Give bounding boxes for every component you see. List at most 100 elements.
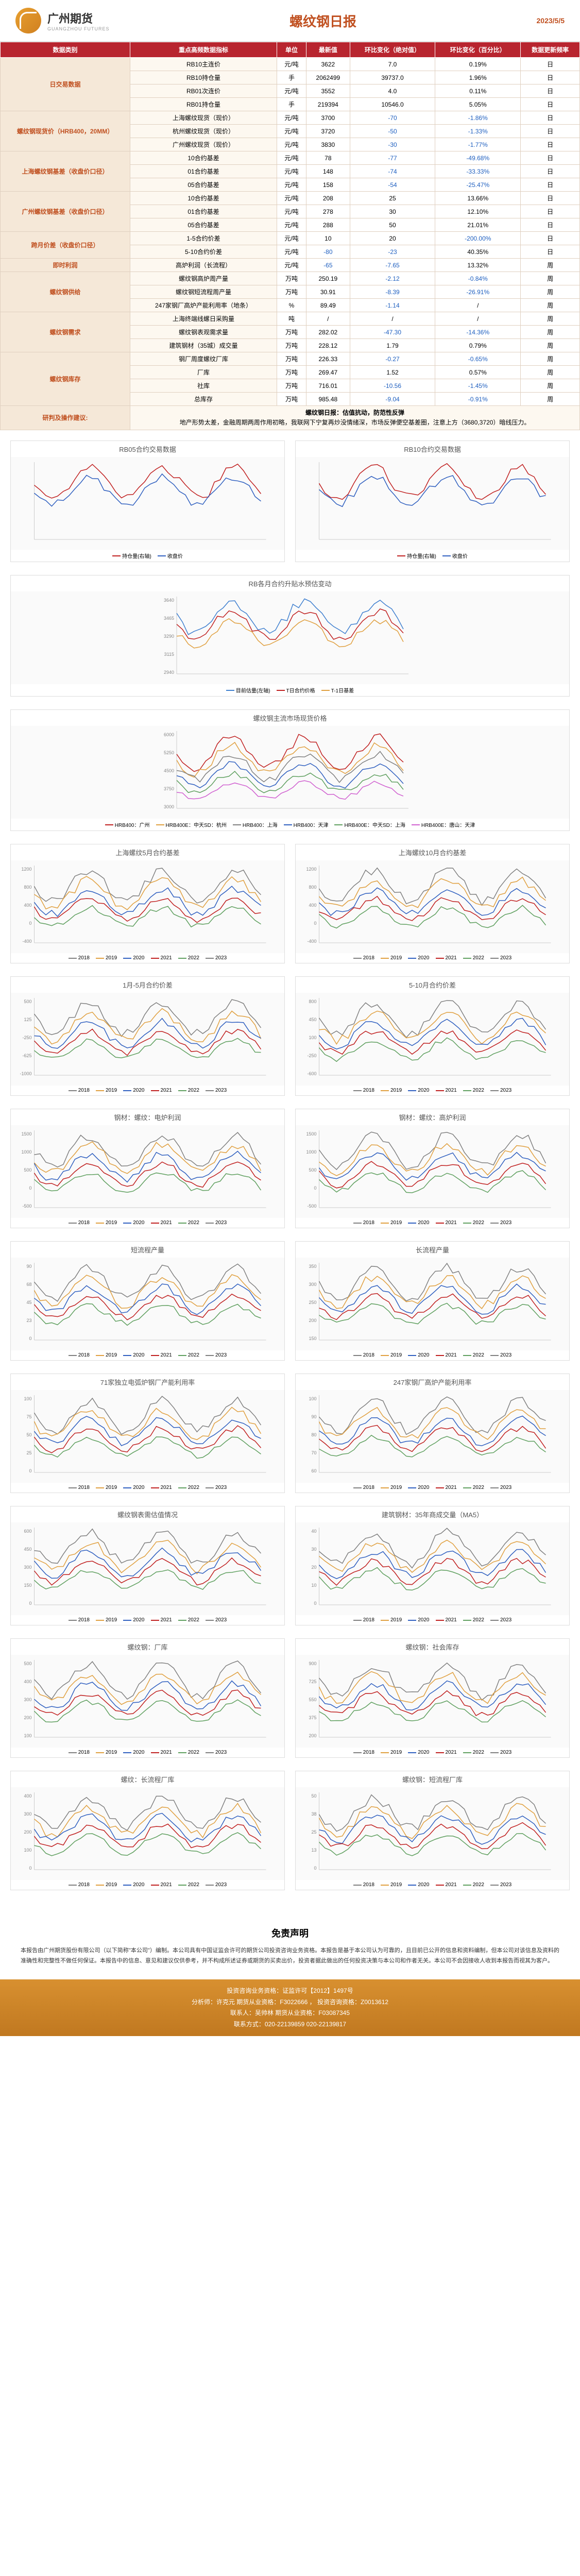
legend-item: 2022 [463,955,484,961]
data-cell: -1.33% [435,125,521,138]
data-cell: 周 [521,366,580,379]
chart: 螺纹：长流程厂库 4003002001000 20182019202020212… [10,1771,285,1890]
svg-text:500: 500 [24,1661,31,1666]
chart-legend: 201820192020202120222023 [296,1218,569,1228]
legend-item: 2018 [69,1882,90,1888]
data-cell: 日 [521,245,580,259]
chart-title: 螺纹：长流程厂库 [11,1771,284,1787]
svg-text:23: 23 [26,1318,31,1323]
legend-item: HRB400E：中天SD：上海 [334,821,405,828]
footer-line2: 分析师：许克元 期货从业资格：F3022666 ， 投资咨询资格：Z001361… [6,1997,574,2008]
footer: 投资咨询业务资格：证监许可【2012】1497号 分析师：许克元 期货从业资格：… [0,1979,580,2036]
legend-item: 2018 [353,1485,374,1490]
data-cell: 10合约基差 [130,192,277,205]
data-cell: -23 [350,245,435,259]
legend-item: 持仓量(右轴) [397,552,436,560]
table-row: 螺纹钢需求上海终端线螺日采购量吨///周 [1,312,580,326]
chart-title: 钢材：螺纹：电炉利润 [11,1109,284,1125]
chart-legend: 201820192020202120222023 [296,1748,569,1757]
data-cell: 12.10% [435,205,521,218]
svg-text:1200: 1200 [21,867,31,872]
data-cell: / [435,299,521,312]
svg-text:-500: -500 [307,1204,316,1209]
data-cell: 5-10合约价差 [130,245,277,259]
data-cell: 10合约基差 [130,151,277,165]
data-cell: RB01次连价 [130,84,277,98]
chart-title: 247家钢厂高炉产能利用率 [296,1374,569,1390]
svg-text:-250: -250 [22,1035,31,1040]
data-cell: 78 [306,151,350,165]
legend-item: 2023 [206,1750,227,1755]
data-cell: 日 [521,218,580,232]
data-cell: 7.0 [350,58,435,71]
data-cell: 社库 [130,379,277,393]
data-cell: 日 [521,111,580,125]
data-cell: 1.52 [350,366,435,379]
data-cell: 总库存 [130,393,277,406]
category-cell: 螺纹钢供给 [1,272,130,312]
svg-text:3290: 3290 [164,634,174,639]
legend-item: 2022 [463,1485,484,1490]
data-cell: -8.39 [350,285,435,299]
legend-item: 2020 [123,1882,144,1888]
svg-text:800: 800 [24,885,31,890]
legend-item: 2020 [123,1617,144,1623]
legend-item: 2022 [178,1882,199,1888]
data-cell: 日 [521,178,580,192]
chart-title: RB05合约交易数据 [11,441,284,457]
legend-item: 2022 [463,1220,484,1226]
data-cell: -1.77% [435,138,521,151]
legend-item: 持仓量(右轴) [112,552,151,560]
data-cell: 日 [521,151,580,165]
data-cell: / [306,312,350,326]
data-cell: 21.01% [435,218,521,232]
svg-text:900: 900 [309,1661,316,1666]
category-cell: 跨月价差（收盘价口径） [1,232,130,259]
svg-text:-1000: -1000 [20,1071,31,1076]
report-title: 螺纹钢日报 [110,11,537,30]
report-date: 2023/5/5 [537,16,565,25]
svg-text:4500: 4500 [164,768,174,773]
legend-item: 收盘价 [158,552,183,560]
data-cell: 元/吨 [277,192,306,205]
legend-item: 2019 [381,955,402,961]
legend-item: 2020 [408,1882,429,1888]
data-cell: -50 [350,125,435,138]
chart: 建筑钢材：35年商成交量（MA5） 403020100 201820192020… [295,1506,570,1625]
legend-item: 2021 [151,1617,172,1623]
legend-item: 2019 [381,1882,402,1888]
legend-item: 2020 [123,1750,144,1755]
svg-text:725: 725 [309,1679,316,1684]
svg-text:0: 0 [29,1336,31,1341]
svg-text:2940: 2940 [164,670,174,675]
chart: RB10合约交易数据 持仓量(右轴)收盘价 [295,440,570,562]
legend-item: 2019 [381,1220,402,1226]
legend-item: 2019 [96,1882,117,1888]
chart-legend: 201820192020202120222023 [296,1483,569,1493]
legend-item: 2021 [436,1882,457,1888]
legend-item: 2019 [96,1617,117,1623]
legend-item: 2020 [123,955,144,961]
svg-text:375: 375 [309,1715,316,1720]
chart: 71家独立电弧炉钢厂产能利用率 1007550250 2018201920202… [10,1374,285,1493]
data-cell: -0.84% [435,272,521,285]
legend-item: 2019 [96,955,117,961]
data-cell: 周 [521,326,580,339]
legend-item: 2021 [436,955,457,961]
svg-text:0: 0 [29,1185,31,1191]
table-header: 数据更新频率 [521,42,580,58]
legend-item: HRB400：上海 [233,821,278,828]
category-cell: 日交易数据 [1,58,130,111]
data-cell: -74 [350,165,435,178]
svg-text:25: 25 [26,1450,31,1455]
data-cell: -1.86% [435,111,521,125]
legend-item: 2021 [151,1352,172,1358]
table-row: 螺纹钢库存钢厂周度螺纹厂库万吨226.33-0.27-0.65%周 [1,352,580,366]
svg-text:400: 400 [24,1679,31,1684]
disclaimer-text: 本报告由广州期货股份有限公司（以下简称"本公司"）编制。本公司具有中国证监会许可… [21,1946,559,1967]
svg-text:1000: 1000 [21,1149,31,1155]
legend-item: 2019 [381,1088,402,1093]
legend-item: 2020 [123,1352,144,1358]
legend-item: 2021 [151,1485,172,1490]
footer-line3: 联系人：吴帅林 期货从业资格：F03087345 [6,2008,574,2019]
